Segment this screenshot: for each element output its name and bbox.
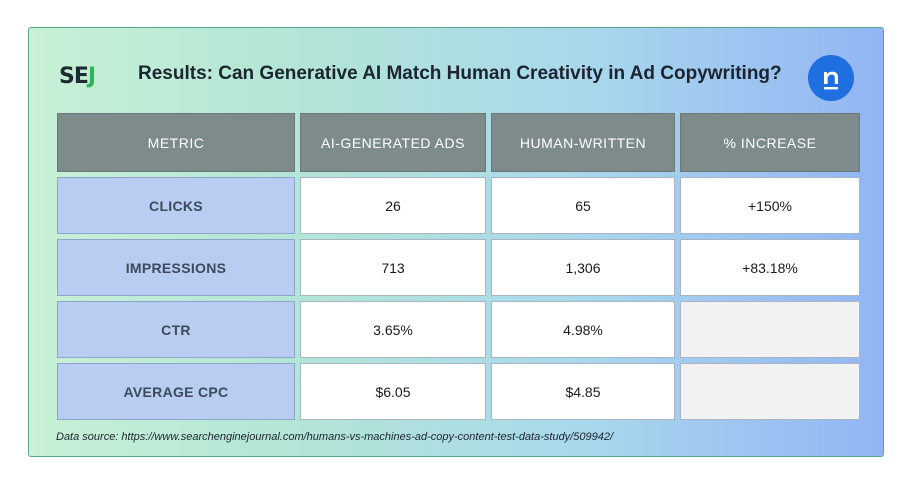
results-card: SEJ Results: Can Generative AI Match Hum… bbox=[28, 27, 884, 457]
metric-cell: IMPRESSIONS bbox=[57, 239, 295, 296]
increase-empty-cell bbox=[680, 363, 860, 420]
ai-value-cell: 3.65% bbox=[300, 301, 486, 358]
metric-cell: CTR bbox=[57, 301, 295, 358]
human-value-cell: 1,306 bbox=[491, 239, 675, 296]
data-source-note: Data source: https://www.searchenginejou… bbox=[56, 431, 613, 443]
results-table: METRIC AI-GENERATED ADS HUMAN-WRITTEN % … bbox=[52, 108, 865, 425]
human-value-cell: 65 bbox=[491, 177, 675, 234]
increase-empty-cell bbox=[680, 301, 860, 358]
sej-logo-j: J bbox=[87, 64, 96, 89]
human-value-cell: 4.98% bbox=[491, 301, 675, 358]
column-header-human-written: HUMAN-WRITTEN bbox=[491, 113, 675, 172]
table-row: IMPRESSIONS 713 1,306 +83.18% bbox=[57, 239, 860, 296]
metric-cell: CLICKS bbox=[57, 177, 295, 234]
table-header-row: METRIC AI-GENERATED ADS HUMAN-WRITTEN % … bbox=[57, 113, 860, 172]
sej-logo-se: SE bbox=[59, 64, 89, 89]
ai-value-cell: 26 bbox=[300, 177, 486, 234]
page-title: Results: Can Generative AI Match Human C… bbox=[138, 63, 782, 84]
table-row: CLICKS 26 65 +150% bbox=[57, 177, 860, 234]
table-row: AVERAGE CPC $6.05 $4.85 bbox=[57, 363, 860, 420]
human-value-cell: $4.85 bbox=[491, 363, 675, 420]
sej-logo: SEJ bbox=[59, 64, 96, 89]
column-header-metric: METRIC bbox=[57, 113, 295, 172]
column-header-increase: % INCREASE bbox=[680, 113, 860, 172]
table-row: CTR 3.65% 4.98% bbox=[57, 301, 860, 358]
ai-value-cell: 713 bbox=[300, 239, 486, 296]
n-logo-icon bbox=[808, 55, 854, 101]
metric-cell: AVERAGE CPC bbox=[57, 363, 295, 420]
increase-value-cell: +83.18% bbox=[680, 239, 860, 296]
ai-value-cell: $6.05 bbox=[300, 363, 486, 420]
increase-value-cell: +150% bbox=[680, 177, 860, 234]
n-glyph bbox=[824, 71, 838, 90]
column-header-ai-generated: AI-GENERATED ADS bbox=[300, 113, 486, 172]
